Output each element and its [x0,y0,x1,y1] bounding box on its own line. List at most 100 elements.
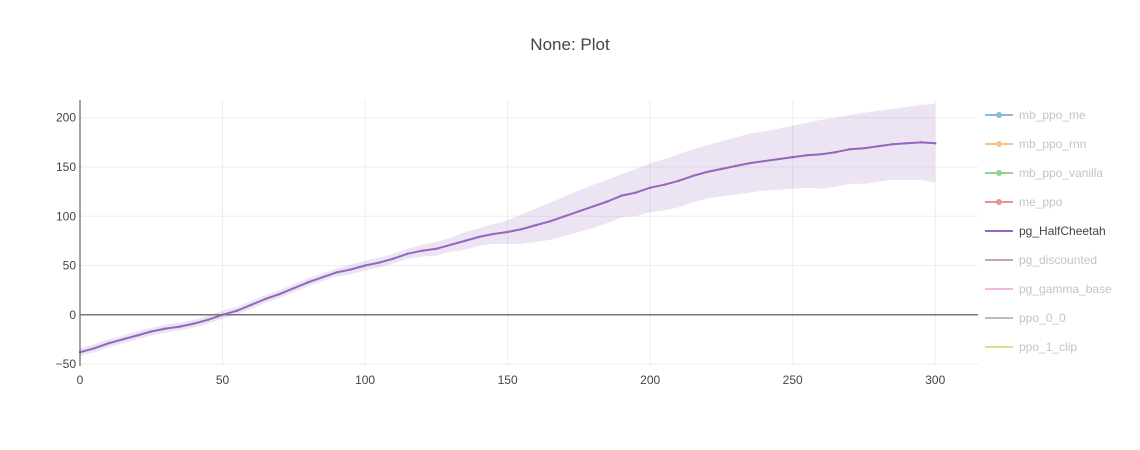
legend: mb_ppo_me mb_ppo_rnn mb_ppo_vanilla me_ppop… [985,108,1112,354]
legend-label: mb_ppo_me [1019,108,1086,122]
data-point [748,161,752,165]
legend-label: pg_HalfCheetah [1019,224,1106,238]
data-point [620,194,623,197]
data-point [150,330,153,333]
data-point [178,325,181,328]
y-axis-ticks: −50 0 50 100 150 200 [56,111,77,371]
data-point [249,303,253,307]
data-point [905,142,908,145]
legend-marker [996,170,1002,176]
y-tick-label: 0 [69,308,76,322]
data-point [591,205,595,208]
data-point [705,170,709,174]
x-axis-ticks: 0 50 100 150 200 250 300 [77,373,946,387]
data-point [477,235,481,239]
data-point [520,227,524,231]
y-tick-label: −50 [56,357,77,371]
data-point [563,215,566,218]
legend-marker [996,199,1002,205]
data-point [891,143,894,146]
data-point [734,164,737,168]
data-point [363,264,367,267]
data-point [420,249,424,252]
legend-label: pg_gamma_base [1019,282,1112,296]
legend-item[interactable]: pg_gamma_base [985,282,1112,296]
data-point [135,334,139,337]
data-point [691,174,695,178]
data-point [820,152,823,156]
legend-item[interactable]: ppo_0_0 [985,311,1066,325]
data-point [919,141,923,144]
data-point [549,219,552,223]
data-point [278,292,281,296]
legend-marker [996,112,1002,118]
data-point [406,252,410,255]
data-point [534,223,538,227]
data-point [207,318,210,321]
data-point [805,153,809,157]
legend-label: ppo_0_0 [1019,311,1066,325]
y-tick-label: 50 [63,259,77,273]
data-point [606,200,609,203]
data-point [634,191,638,194]
data-point [121,338,124,341]
legend-marker [996,141,1002,147]
data-point [306,281,310,284]
data-point [463,239,467,243]
y-tick-label: 150 [56,160,76,174]
data-point [834,151,837,154]
data-point [435,247,438,250]
data-point [264,297,267,301]
data-point [720,167,723,171]
x-tick-label: 50 [216,373,230,387]
x-tick-label: 0 [77,373,84,387]
x-tick-label: 150 [498,373,518,387]
legend-label: pg_discounted [1019,253,1097,267]
legend-label: mb_ppo_rnn [1019,137,1086,151]
data-point [449,243,452,247]
legend-item[interactable]: mb_ppo_vanilla [985,166,1103,180]
legend-label: mb_ppo_vanilla [1019,166,1103,180]
x-tick-label: 200 [640,373,660,387]
legend-item[interactable]: ppo_1_clip [985,340,1077,354]
legend-item[interactable]: me_ppo [985,195,1063,209]
data-point [762,159,766,163]
data-point [321,276,324,279]
data-point [492,232,495,236]
x-tick-label: 300 [925,373,945,387]
data-point [848,148,851,151]
legend-item[interactable]: mb_ppo_rnn [985,137,1086,151]
data-point [791,155,794,159]
data-point [877,145,880,148]
legend-item[interactable]: pg_HalfCheetah [985,224,1106,238]
data-point [164,327,167,330]
data-point [335,271,338,274]
y-tick-label: 100 [56,209,76,223]
legend-item[interactable]: pg_discounted [985,253,1097,267]
series-band [80,103,936,357]
data-point [663,183,666,186]
data-point [777,157,780,161]
x-tick-label: 250 [783,373,803,387]
data-point [677,179,680,182]
data-point [392,257,395,260]
legend-label: ppo_1_clip [1019,340,1077,354]
data-point [862,147,866,150]
data-point [107,342,110,345]
x-tick-label: 100 [355,373,375,387]
legend-item[interactable]: mb_ppo_me [985,108,1086,122]
data-point [378,261,381,264]
data-point [192,322,196,325]
chart-title: None: Plot [530,35,610,54]
data-point [292,286,296,290]
axes [79,100,978,366]
confidence-band [80,103,936,357]
data-point [506,230,509,234]
data-point [93,347,96,350]
data-point [235,309,238,313]
data-point [648,186,652,189]
legend-label: me_ppo [1019,195,1063,209]
data-point [349,268,353,271]
y-tick-label: 200 [56,111,76,125]
